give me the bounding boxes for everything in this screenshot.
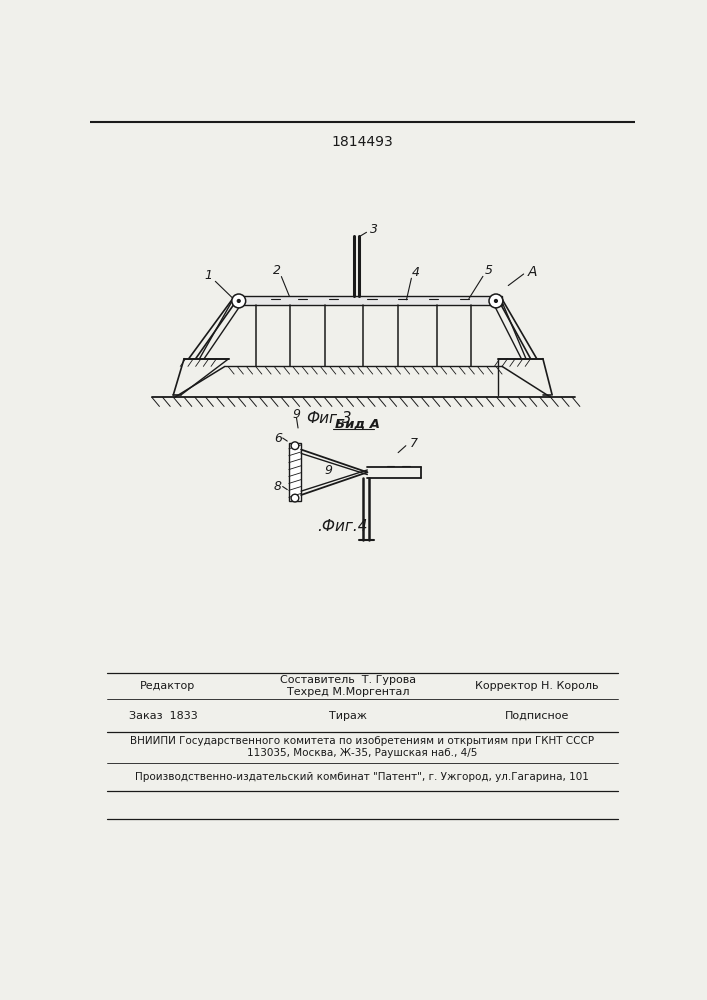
Text: 113035, Москва, Ж-35, Раушская наб., 4/5: 113035, Москва, Ж-35, Раушская наб., 4/5 bbox=[247, 748, 477, 758]
Text: 9: 9 bbox=[293, 408, 300, 421]
Circle shape bbox=[291, 442, 299, 450]
Text: 4: 4 bbox=[412, 266, 420, 279]
Circle shape bbox=[291, 494, 299, 502]
Circle shape bbox=[494, 299, 498, 302]
Circle shape bbox=[489, 294, 503, 308]
Text: 9: 9 bbox=[325, 464, 333, 477]
Text: 1814493: 1814493 bbox=[331, 135, 393, 149]
Text: Заказ  1833: Заказ 1833 bbox=[129, 711, 197, 721]
Text: 8: 8 bbox=[274, 480, 282, 493]
Text: Составитель  Т. Гурова: Составитель Т. Гурова bbox=[280, 675, 416, 685]
Text: Бид А: Бид А bbox=[335, 418, 380, 431]
Text: Производственно-издательский комбинат "Патент", г. Ужгород, ул.Гагарина, 101: Производственно-издательский комбинат "П… bbox=[135, 772, 589, 782]
Text: 2: 2 bbox=[272, 264, 281, 277]
Text: Подписное: Подписное bbox=[505, 711, 569, 721]
Bar bbox=[288, 443, 301, 501]
Text: 5: 5 bbox=[485, 264, 493, 277]
Text: 3: 3 bbox=[370, 223, 378, 236]
Text: 1: 1 bbox=[204, 269, 212, 282]
Bar bbox=[233, 296, 502, 305]
Text: .Фиг.4: .Фиг.4 bbox=[317, 519, 368, 534]
Text: Техред М.Моргентал: Техред М.Моргентал bbox=[287, 687, 409, 697]
Circle shape bbox=[232, 294, 246, 308]
Text: А: А bbox=[527, 265, 537, 279]
Text: 6: 6 bbox=[274, 432, 282, 445]
Text: Редактор: Редактор bbox=[140, 681, 195, 691]
Circle shape bbox=[238, 299, 240, 302]
Text: Тираж: Тираж bbox=[329, 711, 367, 721]
Text: ВНИИПИ Государственного комитета по изобретениям и открытиям при ГКНТ СССР: ВНИИПИ Государственного комитета по изоб… bbox=[130, 736, 594, 746]
Text: Фиг.3: Фиг.3 bbox=[306, 411, 351, 426]
Text: Корректор Н. Король: Корректор Н. Король bbox=[475, 681, 599, 691]
Text: 7: 7 bbox=[409, 437, 418, 450]
